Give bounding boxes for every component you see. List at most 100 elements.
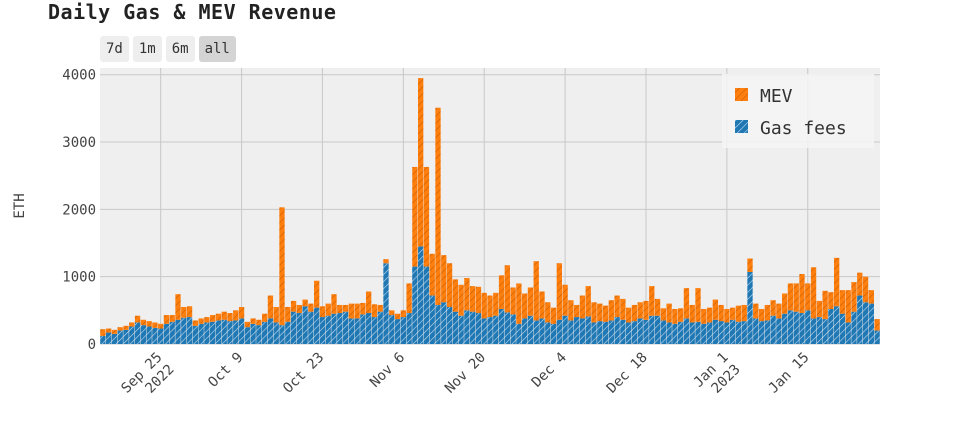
mev-bar[interactable]	[435, 107, 441, 305]
mev-bar[interactable]	[273, 306, 279, 323]
gas-fees-bar[interactable]	[516, 323, 522, 344]
gas-fees-bar[interactable]	[215, 320, 222, 344]
gas-fees-bar[interactable]	[204, 322, 210, 344]
gas-fees-bar[interactable]	[741, 321, 747, 344]
gas-fees-bar[interactable]	[689, 322, 695, 344]
gas-fees-bar[interactable]	[678, 321, 684, 344]
mev-bar[interactable]	[481, 292, 487, 319]
gas-fees-bar[interactable]	[412, 266, 418, 344]
range-all-button[interactable]: all	[198, 36, 236, 62]
mev-bar[interactable]	[204, 317, 210, 323]
gas-fees-bar[interactable]	[290, 311, 297, 344]
mev-bar[interactable]	[186, 306, 193, 318]
gas-fees-bar[interactable]	[256, 325, 262, 344]
gas-fees-bar[interactable]	[354, 318, 360, 344]
mev-bar[interactable]	[250, 318, 256, 324]
gas-fees-bar[interactable]	[337, 313, 343, 344]
mev-bar[interactable]	[210, 315, 216, 322]
mev-bar[interactable]	[325, 303, 331, 316]
gas-fees-bar[interactable]	[452, 311, 458, 344]
gas-fees-bar[interactable]	[614, 317, 620, 344]
gas-fees-bar[interactable]	[487, 317, 493, 344]
gas-fees-bar[interactable]	[764, 320, 770, 344]
gas-fees-bar[interactable]	[273, 322, 279, 344]
mev-bar[interactable]	[366, 291, 372, 314]
gas-fees-bar[interactable]	[793, 311, 799, 344]
mev-bar[interactable]	[389, 310, 395, 316]
gas-fees-bar[interactable]	[134, 322, 141, 344]
gas-fees-bar[interactable]	[822, 319, 828, 344]
range-6m-button[interactable]: 6m	[165, 36, 195, 62]
mev-bar[interactable]	[868, 290, 874, 304]
gas-fees-bar[interactable]	[285, 321, 291, 344]
mev-bar[interactable]	[192, 320, 198, 326]
mev-bar[interactable]	[262, 313, 268, 322]
mev-bar[interactable]	[822, 290, 828, 320]
gas-fees-bar[interactable]	[186, 317, 193, 344]
gas-fees-bar[interactable]	[550, 323, 557, 344]
gas-fees-bar[interactable]	[314, 307, 320, 344]
gas-fees-bar[interactable]	[342, 311, 349, 344]
gas-fees-bar[interactable]	[106, 332, 112, 344]
gas-fees-bar[interactable]	[140, 325, 146, 344]
mev-bar[interactable]	[637, 302, 643, 319]
gas-fees-bar[interactable]	[805, 310, 811, 344]
mev-bar[interactable]	[267, 295, 274, 319]
mev-bar[interactable]	[412, 166, 418, 267]
gas-fees-bar[interactable]	[649, 315, 655, 344]
gas-fees-bar[interactable]	[510, 314, 516, 344]
gas-fees-bar[interactable]	[348, 318, 354, 344]
gas-fees-bar[interactable]	[366, 313, 372, 344]
gas-fees-bar[interactable]	[435, 304, 441, 344]
mev-bar[interactable]	[314, 280, 320, 308]
mev-bar[interactable]	[394, 313, 401, 320]
gas-fees-bar[interactable]	[654, 315, 661, 344]
mev-bar[interactable]	[337, 304, 343, 314]
mev-bar[interactable]	[360, 302, 366, 315]
gas-fees-bar[interactable]	[851, 311, 857, 344]
mev-bar[interactable]	[238, 306, 245, 319]
mev-bar[interactable]	[799, 273, 805, 314]
mev-bar[interactable]	[591, 302, 597, 323]
mev-bar[interactable]	[487, 295, 493, 318]
mev-bar[interactable]	[614, 295, 620, 318]
gas-fees-bar[interactable]	[828, 308, 834, 344]
gas-fees-bar[interactable]	[498, 308, 505, 344]
gas-fees-bar[interactable]	[568, 320, 574, 344]
mev-bar[interactable]	[279, 207, 285, 326]
mev-bar[interactable]	[181, 306, 187, 318]
gas-fees-bar[interactable]	[683, 318, 690, 344]
gas-fees-bar[interactable]	[602, 321, 609, 344]
mev-bar[interactable]	[464, 278, 470, 311]
mev-bar[interactable]	[140, 319, 146, 326]
mev-bar[interactable]	[678, 308, 684, 322]
gas-fees-bar[interactable]	[210, 321, 216, 344]
gas-fees-bar[interactable]	[608, 320, 614, 344]
mev-bar[interactable]	[319, 306, 326, 318]
mev-bar[interactable]	[123, 325, 129, 330]
mev-bar[interactable]	[348, 303, 354, 319]
gas-fees-bar[interactable]	[331, 313, 337, 344]
mev-bar[interactable]	[163, 315, 170, 324]
gas-fees-bar[interactable]	[475, 313, 482, 344]
gas-fees-bar[interactable]	[111, 333, 118, 344]
gas-fees-bar[interactable]	[192, 325, 198, 344]
gas-fees-bar[interactable]	[753, 318, 759, 344]
mev-bar[interactable]	[342, 304, 349, 312]
gas-fees-bar[interactable]	[591, 322, 597, 344]
mev-bar[interactable]	[117, 327, 123, 331]
mev-bar[interactable]	[805, 283, 811, 311]
mev-bar[interactable]	[377, 304, 383, 312]
gas-fees-bar[interactable]	[279, 325, 285, 344]
mev-bar[interactable]	[510, 287, 516, 315]
mev-bar[interactable]	[706, 307, 713, 323]
gas-fees-bar[interactable]	[787, 310, 794, 344]
mev-bar[interactable]	[712, 299, 718, 320]
mev-bar[interactable]	[608, 300, 614, 321]
mev-bar[interactable]	[862, 276, 869, 303]
mev-bar[interactable]	[770, 300, 776, 316]
mev-bar[interactable]	[562, 284, 568, 316]
mev-bar[interactable]	[782, 293, 788, 314]
mev-bar[interactable]	[758, 308, 765, 322]
gas-fees-bar[interactable]	[441, 302, 447, 344]
